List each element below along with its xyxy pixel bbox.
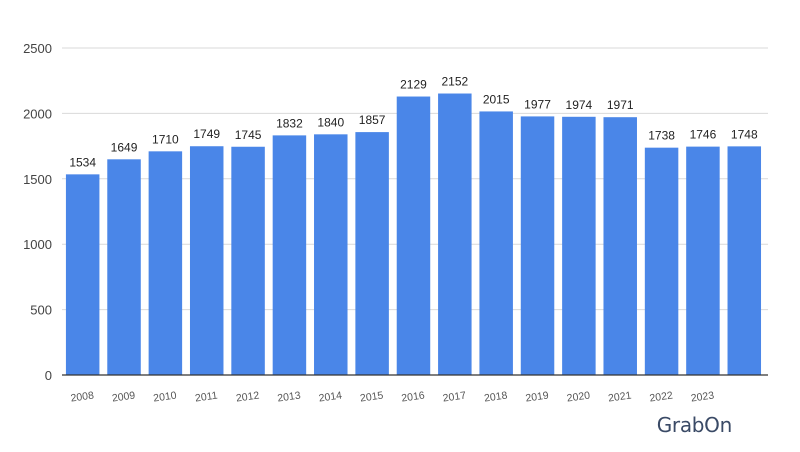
data-label: 1649 xyxy=(111,140,138,154)
bar xyxy=(272,135,307,375)
y-tick-label: 0 xyxy=(45,368,52,383)
data-label: 1857 xyxy=(359,113,386,127)
bar xyxy=(355,132,389,375)
bar xyxy=(231,146,265,375)
bar xyxy=(438,93,472,375)
x-tick-label: 2018 xyxy=(483,389,508,404)
x-tick-label: 2015 xyxy=(359,389,384,404)
x-tick-label: 2012 xyxy=(235,389,260,404)
data-label: 2015 xyxy=(483,92,510,106)
data-label: 1748 xyxy=(731,127,758,141)
data-label: 1710 xyxy=(152,132,179,146)
bar xyxy=(479,111,513,376)
x-tick-label: 2011 xyxy=(194,389,218,404)
bar xyxy=(686,146,720,375)
bar xyxy=(520,116,555,376)
grabon-logo: GrabOn xyxy=(656,413,733,437)
x-tick-label: 2021 xyxy=(607,389,632,404)
bar xyxy=(644,147,679,375)
bar xyxy=(148,151,183,375)
data-label: 1840 xyxy=(317,115,344,129)
y-tick-label: 1500 xyxy=(23,172,52,187)
x-tick-label: 2019 xyxy=(525,389,550,404)
data-label: 1745 xyxy=(235,128,262,142)
data-label: 1746 xyxy=(690,128,717,142)
x-tick-label: 2017 xyxy=(442,389,467,404)
bar xyxy=(314,134,348,375)
bar xyxy=(65,174,100,375)
x-tick-label: 2020 xyxy=(566,389,591,404)
data-label: 1832 xyxy=(276,116,303,130)
bar xyxy=(189,146,224,375)
x-tick-label: 2014 xyxy=(318,389,343,404)
bar xyxy=(396,96,431,376)
data-label: 2129 xyxy=(400,78,427,92)
bar xyxy=(562,116,596,376)
bar xyxy=(603,117,637,375)
data-label: 1977 xyxy=(524,97,551,111)
bar xyxy=(107,159,141,375)
data-label: 1974 xyxy=(566,98,593,112)
y-tick-label: 2500 xyxy=(23,41,52,56)
data-label: 1738 xyxy=(648,129,675,143)
bar xyxy=(727,146,762,375)
y-tick-label: 2000 xyxy=(23,106,52,121)
data-label: 1749 xyxy=(193,127,220,141)
x-tick-label: 2023 xyxy=(690,389,715,404)
y-tick-label: 1000 xyxy=(23,237,52,252)
x-tick-label: 2008 xyxy=(70,389,95,404)
x-tick-label: 2016 xyxy=(401,389,426,404)
data-label: 1534 xyxy=(69,155,96,169)
x-tick-label: 2013 xyxy=(277,389,302,404)
x-tick-label: 2010 xyxy=(153,389,178,404)
data-label: 2152 xyxy=(441,75,468,89)
data-label: 1971 xyxy=(607,98,634,112)
x-tick-label: 2009 xyxy=(111,389,136,404)
y-tick-label: 500 xyxy=(30,303,52,318)
x-tick-label: 2022 xyxy=(649,389,674,404)
